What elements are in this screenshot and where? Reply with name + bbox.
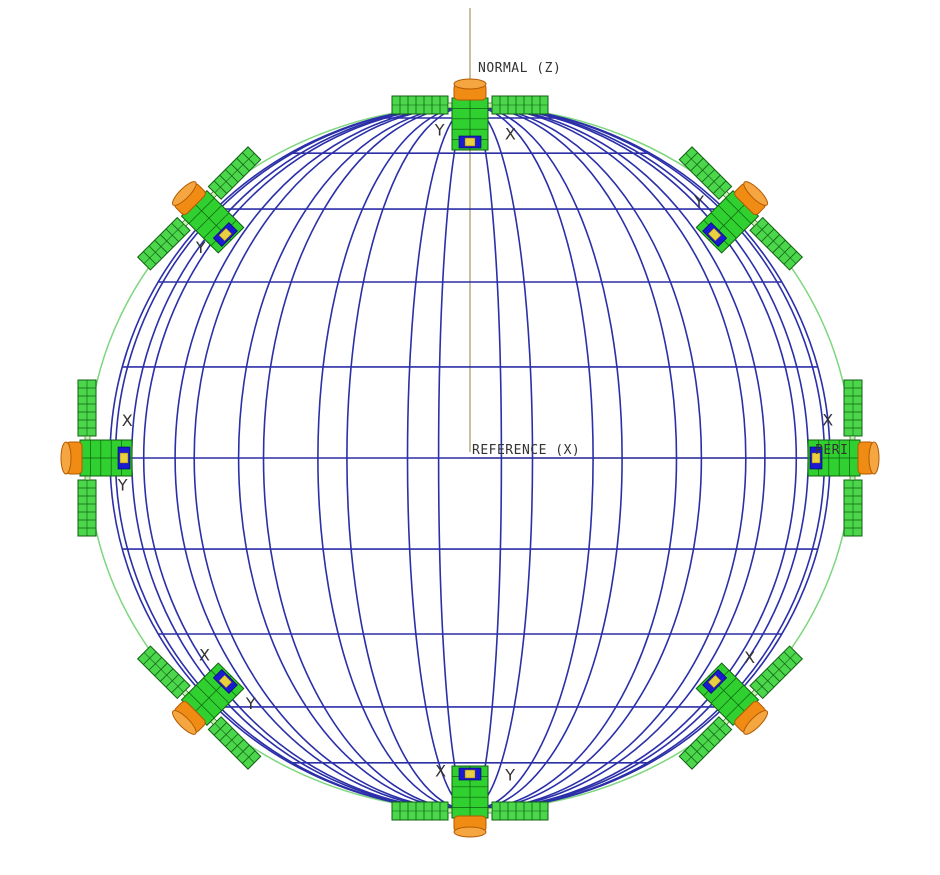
satellite-axis-letter: Y <box>434 121 445 140</box>
solar-panel-left <box>749 645 804 700</box>
engine-nozzle <box>453 78 487 101</box>
satellite-lower-right <box>678 645 804 770</box>
satellite-body <box>180 190 245 254</box>
solar-panel-right <box>391 801 449 821</box>
satellite-upper-right <box>678 146 804 271</box>
solar-panel-right <box>678 716 733 770</box>
solar-panel-left <box>77 479 97 537</box>
satellite-lower-left <box>136 645 262 770</box>
solar-panel-right <box>77 379 97 437</box>
satellite-body <box>695 662 760 726</box>
satellite-axis-letter: Y <box>195 238 206 257</box>
satellite-top <box>391 78 549 151</box>
engine-nozzle <box>857 441 880 475</box>
normal-axis-label: NORMAL (Z) <box>478 61 561 76</box>
engine-nozzle <box>171 700 206 735</box>
satellite-axis-letter: Y <box>245 694 256 713</box>
satellite-axis-letter: X <box>122 411 133 430</box>
solar-panel-left <box>843 379 863 437</box>
satellite-axis-letter: Y <box>693 192 704 211</box>
satellites-layer: Y X Y X X Y X Y X Y X Y <box>60 78 880 838</box>
satellite-body <box>79 439 133 477</box>
satellite-body <box>451 97 489 151</box>
satellite-axis-letter: X <box>435 761 446 780</box>
satellite-axis-letter: Y <box>117 475 128 494</box>
satellite-body <box>451 765 489 819</box>
satellite-body <box>695 190 760 254</box>
satellite-body <box>807 439 861 477</box>
satellite-axis-letter: X <box>744 648 755 667</box>
engine-nozzle <box>60 441 83 475</box>
solar-panel-right <box>749 216 804 271</box>
engine-nozzle <box>453 815 487 838</box>
engine-nozzle <box>171 181 206 216</box>
solar-panel-right <box>843 479 863 537</box>
satellite-right <box>807 379 880 537</box>
satellite-bottom <box>391 765 549 838</box>
solar-panel-left <box>136 216 191 271</box>
satellite-axis-letter: X <box>199 646 210 665</box>
satellite-upper-left <box>136 146 262 271</box>
solar-panel-right <box>491 95 549 115</box>
satellite-axis-letter: X <box>822 411 833 430</box>
perigee-label: PERI <box>815 443 848 458</box>
satellite-left <box>60 379 133 537</box>
solar-panel-left <box>391 95 449 115</box>
satellite-axis-letter: X <box>505 125 516 144</box>
reference-axis-label: REFERENCE (X) <box>472 443 580 458</box>
satellite-axis-letter: Y <box>504 765 515 784</box>
solar-panel-left <box>491 801 549 821</box>
engine-nozzle <box>734 181 769 216</box>
solar-panel-left <box>207 716 262 770</box>
engine-nozzle <box>734 700 769 735</box>
solar-panel-right <box>136 645 191 700</box>
